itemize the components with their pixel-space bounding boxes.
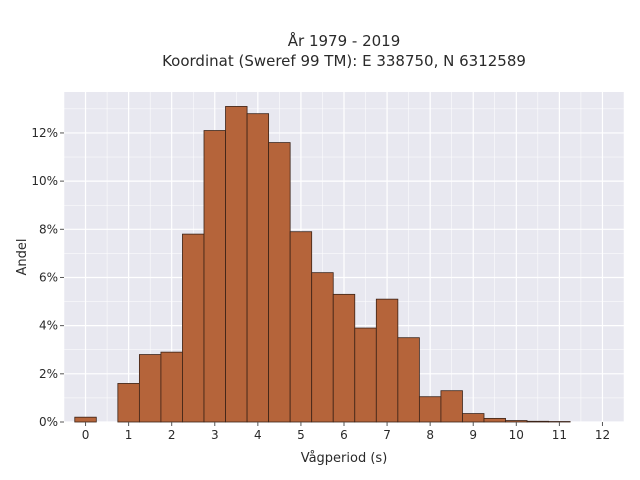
histogram-bar [138,354,162,423]
x-tick-label: 9 [469,428,477,442]
histogram-bar [268,142,291,423]
histogram-bar [74,416,97,423]
x-tick-label: 12 [595,428,610,442]
x-tick-label: 0 [82,428,90,442]
y-tick-label: 2% [39,367,58,381]
histogram-bar [505,420,528,423]
x-tick-label: 10 [509,428,524,442]
histogram-bar [203,130,226,423]
histogram-bar [225,106,248,423]
histogram-bar [289,231,313,423]
histogram-bar [354,327,377,423]
histogram-bar [160,351,183,423]
histogram-bar [117,383,140,423]
histogram-bar [182,233,205,423]
bars [74,106,571,423]
y-tick-label: 6% [39,270,58,284]
x-tick-labels: 0 1 2 3 4 5 6 7 8 9 10 11 12 [82,422,610,442]
x-tick-label: 11 [552,428,567,442]
y-axis-label: Andel [15,239,30,276]
histogram-bar [246,113,270,423]
histogram-bar [462,413,485,423]
y-tick-label: 4% [39,319,58,333]
chart-title: År 1979 - 2019 [288,31,401,50]
x-axis-label: Vågperiod (s) [301,451,388,466]
x-tick-label: 8 [426,428,434,442]
histogram-bar [397,337,420,423]
y-tick-label: 0% [39,415,58,429]
y-tick-label: 8% [39,222,58,236]
x-tick-label: 2 [168,428,176,442]
x-tick-label: 6 [340,428,348,442]
histogram-bar [332,293,356,423]
x-tick-label: 5 [297,428,305,442]
y-tick-label: 12% [31,126,58,140]
x-tick-label: 7 [383,428,391,442]
chart-subtitle: Koordinat (Sweref 99 TM): E 338750, N 63… [162,52,526,70]
y-tick-label: 10% [31,174,58,188]
histogram-bar [483,417,506,423]
x-tick-label: 3 [211,428,219,442]
histogram-bar [311,272,334,423]
histogram-bar [526,420,550,423]
x-tick-label: 1 [125,428,133,442]
x-tick-label: 4 [254,428,262,442]
histogram-bar [375,298,399,423]
histogram-bar [418,396,442,423]
histogram-bar [440,390,463,423]
y-tick-labels: 0% 2% 4% 6% 8% 10% 12% [31,126,64,429]
